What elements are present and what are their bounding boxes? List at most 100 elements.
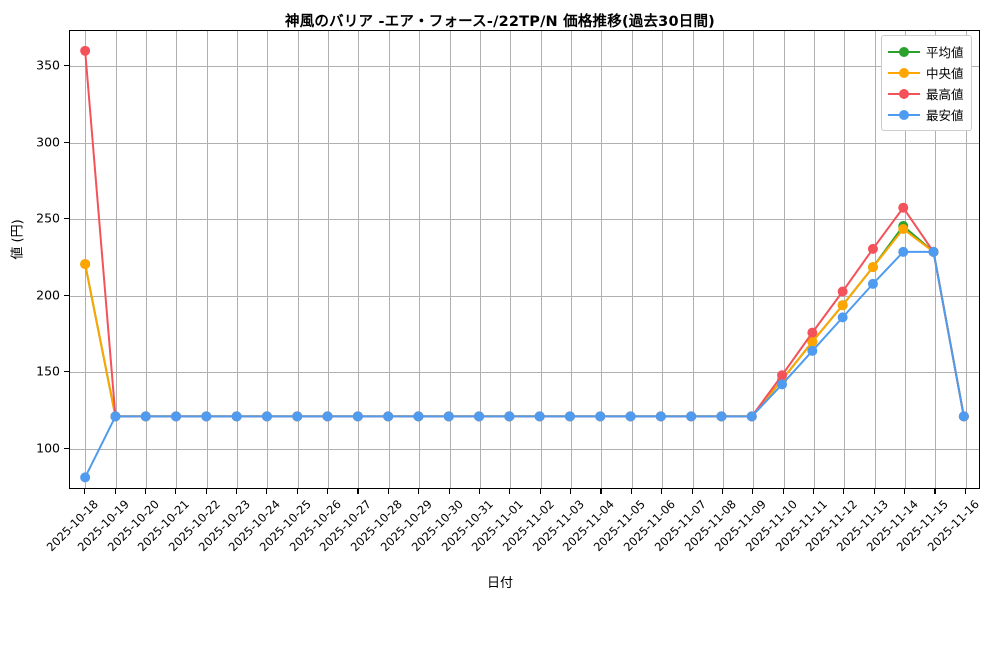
legend-swatch-icon (888, 67, 920, 79)
x-tick-mark (843, 489, 845, 494)
data-point-marker (686, 411, 697, 422)
legend-swatch-icon (888, 46, 920, 58)
series-line (84, 224, 965, 418)
gridline-vertical (145, 31, 147, 488)
x-tick-mark (266, 489, 268, 494)
x-tick-mark (691, 489, 693, 494)
data-point-marker (655, 411, 666, 422)
gridline-vertical (753, 31, 755, 488)
x-tick-mark (539, 489, 541, 494)
data-point-marker (474, 411, 485, 422)
series-最高値 (80, 45, 969, 422)
series-最安値 (80, 246, 969, 483)
gridline-vertical (419, 31, 421, 488)
data-point-marker (746, 411, 757, 422)
series-平均値 (80, 221, 969, 422)
x-tick-mark (782, 489, 784, 494)
x-tick-mark (84, 489, 86, 494)
x-tick-mark (873, 489, 875, 494)
gridline-horizontal (70, 142, 979, 144)
gridline-vertical (479, 31, 481, 488)
x-tick-mark (144, 489, 146, 494)
y-tick-label: 300 (36, 134, 60, 150)
gridline-vertical (449, 31, 451, 488)
data-point-marker (807, 345, 818, 356)
gridline-horizontal (70, 66, 979, 68)
data-point-marker (261, 411, 272, 422)
x-tick-mark (114, 489, 116, 494)
gridline-vertical (237, 31, 239, 488)
y-tick-mark (64, 447, 69, 449)
chart-figure: 神風のバリア -エア・フォース-/22TP/N 価格推移(過去30日間) 100… (10, 14, 982, 591)
x-tick-mark (418, 489, 420, 494)
data-point-marker (837, 286, 848, 297)
legend-item-平均値[interactable]: 平均値 (888, 41, 964, 62)
data-point-marker (837, 312, 848, 323)
data-point-marker (80, 45, 91, 56)
x-tick-mark (509, 489, 511, 494)
data-point-marker (867, 278, 878, 289)
legend-label: 最高値 (926, 87, 964, 102)
data-point-marker (807, 336, 818, 347)
y-axis-label: 値 (円) (10, 219, 26, 260)
series-line (84, 228, 965, 418)
y-tick-mark (64, 141, 69, 143)
x-tick-mark (570, 489, 572, 494)
chart-legend: 平均値中央値最高値最安値 (881, 35, 972, 131)
gridline-vertical (965, 31, 967, 488)
gridline-vertical (510, 31, 512, 488)
gridline-vertical (297, 31, 299, 488)
x-tick-mark (175, 489, 177, 494)
data-point-marker (625, 411, 636, 422)
data-point-marker (352, 411, 363, 422)
data-point-marker (867, 243, 878, 254)
gridline-vertical (176, 31, 178, 488)
data-point-marker (595, 411, 606, 422)
data-point-marker (837, 300, 848, 311)
data-point-marker (716, 411, 727, 422)
y-tick-label: 200 (36, 287, 60, 303)
x-tick-mark (205, 489, 207, 494)
legend-item-最高値[interactable]: 最高値 (888, 83, 964, 104)
gridline-vertical (813, 31, 815, 488)
x-tick-mark (661, 489, 663, 494)
y-tick-label: 150 (36, 363, 60, 379)
gridline-vertical (540, 31, 542, 488)
gridline-vertical (115, 31, 117, 488)
x-tick-mark (448, 489, 450, 494)
legend-label: 最安値 (926, 108, 964, 123)
gridline-vertical (874, 31, 876, 488)
data-point-marker (867, 262, 878, 273)
data-point-marker (928, 246, 939, 257)
x-tick-mark (721, 489, 723, 494)
y-tick-label: 250 (36, 210, 60, 226)
gridline-vertical (388, 31, 390, 488)
data-point-marker (504, 411, 515, 422)
y-tick-mark (64, 294, 69, 296)
data-point-marker (413, 411, 424, 422)
legend-swatch-icon (888, 88, 920, 100)
legend-item-中央値[interactable]: 中央値 (888, 62, 964, 83)
legend-label: 中央値 (926, 66, 964, 81)
gridline-vertical (601, 31, 603, 488)
data-point-marker (777, 379, 788, 390)
gridline-vertical (631, 31, 633, 488)
legend-label: 平均値 (926, 45, 964, 60)
data-point-marker (171, 411, 182, 422)
x-tick-mark (357, 489, 359, 494)
gridline-vertical (267, 31, 269, 488)
series-line (84, 49, 965, 418)
data-point-marker (777, 370, 788, 381)
gridline-vertical (783, 31, 785, 488)
data-point-marker (443, 411, 454, 422)
x-tick-mark (752, 489, 754, 494)
gridline-vertical (692, 31, 694, 488)
series-line (84, 250, 965, 479)
data-point-marker (80, 259, 91, 270)
data-point-marker (807, 327, 818, 338)
data-point-marker (231, 411, 242, 422)
legend-item-最安値[interactable]: 最安値 (888, 104, 964, 125)
data-point-marker (110, 411, 121, 422)
data-point-marker (201, 411, 212, 422)
data-point-marker (898, 246, 909, 257)
